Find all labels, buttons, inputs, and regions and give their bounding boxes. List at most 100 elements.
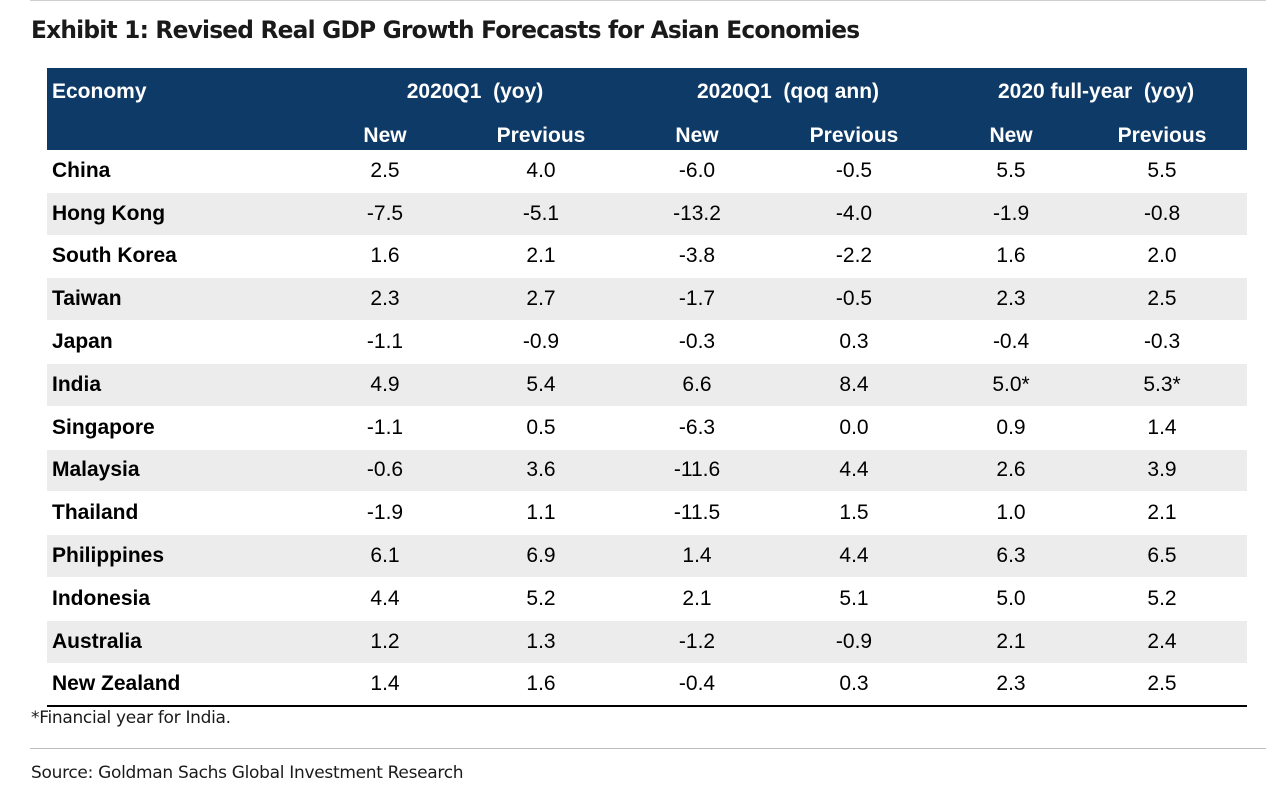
forecast-value: 2.1 (1077, 491, 1248, 536)
economy-name: New Zealand (47, 663, 319, 708)
economy-name: Philippines (47, 534, 319, 578)
forecast-value: -0.3 (1077, 320, 1248, 364)
table-body: China 2.5 4.0 -6.0 -0.5 5.5 5.5 Hong Kong -7.5 -5… (47, 150, 1248, 708)
forecast-value: 4.4 (763, 534, 946, 578)
forecast-value: 1.5 (763, 491, 946, 536)
subheader-previous: Previous (763, 116, 946, 150)
forecast-value: 5.0* (945, 363, 1078, 407)
economy-name: China (47, 150, 319, 193)
economy-name: Japan (47, 320, 319, 364)
economy-name: Singapore (47, 406, 319, 450)
header-row-subcolumns: New Previous New Previous New Previous (47, 116, 1248, 150)
forecast-value: -0.5 (763, 277, 946, 322)
forecast-value: 3.6 (451, 449, 632, 493)
forecast-value: 1.0 (945, 491, 1078, 536)
forecast-value: 0.0 (763, 406, 946, 450)
table-row: Philippines 6.1 6.9 1.4 4.4 6.3 6.5 (47, 534, 1248, 578)
forecast-table-container: Economy 2020Q1 (yoy) 2020Q1 (qoq ann) 20… (47, 68, 1248, 708)
forecast-value: -3.8 (631, 235, 764, 279)
forecast-value: 2.3 (945, 277, 1078, 322)
forecast-value: 2.7 (451, 277, 632, 322)
forecast-value: -0.4 (945, 320, 1078, 364)
exhibit-title: Exhibit 1: Revised Real GDP Growth Forec… (31, 16, 860, 44)
forecast-value: -11.5 (631, 491, 764, 536)
forecast-value: 2.0 (1077, 235, 1248, 279)
forecast-value: 4.0 (451, 150, 632, 193)
forecast-value: -0.9 (763, 620, 946, 664)
forecast-value: -7.5 (319, 192, 451, 236)
forecast-value: 1.2 (319, 620, 451, 664)
subheader-new: New (631, 116, 764, 150)
forecast-value: 5.1 (763, 577, 946, 621)
table-row: China 2.5 4.0 -6.0 -0.5 5.5 5.5 (47, 150, 1248, 193)
table-row: Taiwan 2.3 2.7 -1.7 -0.5 2.3 2.5 (47, 277, 1248, 322)
group-header-qoq-ann: 2020Q1 (qoq ann) (631, 68, 946, 116)
forecast-value: 5.3* (1077, 363, 1248, 407)
forecast-value: 2.5 (1077, 663, 1248, 708)
forecast-value: 2.3 (945, 663, 1078, 708)
forecast-value: -13.2 (631, 192, 764, 236)
forecast-value: 6.5 (1077, 534, 1248, 578)
forecast-value: 4.4 (319, 577, 451, 621)
forecast-value: 5.0 (945, 577, 1078, 621)
forecast-value: -1.7 (631, 277, 764, 322)
forecast-value: 5.5 (1077, 150, 1248, 193)
forecast-value: -0.8 (1077, 192, 1248, 236)
forecast-value: 0.3 (763, 663, 946, 708)
table-row: Hong Kong -7.5 -5.1 -13.2 -4.0 -1.9 -0.8 (47, 192, 1248, 236)
forecast-value: 1.4 (631, 534, 764, 578)
forecast-value: 2.1 (631, 577, 764, 621)
forecast-value: 6.1 (319, 534, 451, 578)
table-row: South Korea 1.6 2.1 -3.8 -2.2 1.6 2.0 (47, 235, 1248, 279)
forecast-value: -1.1 (319, 320, 451, 364)
forecast-value: -1.1 (319, 406, 451, 450)
forecast-value: 1.4 (319, 663, 451, 708)
forecast-value: 1.6 (945, 235, 1078, 279)
forecast-value: -0.5 (763, 150, 946, 193)
forecast-value: -6.3 (631, 406, 764, 450)
table-row: Japan -1.1 -0.9 -0.3 0.3 -0.4 -0.3 (47, 320, 1248, 364)
table-row: Australia 1.2 1.3 -1.2 -0.9 2.1 2.4 (47, 620, 1248, 664)
forecast-value: 6.3 (945, 534, 1078, 578)
forecast-value: -2.2 (763, 235, 946, 279)
forecast-value: 2.1 (945, 620, 1078, 664)
forecast-value: -0.9 (451, 320, 632, 364)
forecast-value: -5.1 (451, 192, 632, 236)
subheader-previous: Previous (451, 116, 632, 150)
economy-name: India (47, 363, 319, 407)
forecast-value: -1.9 (319, 491, 451, 536)
forecast-value: 6.6 (631, 363, 764, 407)
forecast-value: 8.4 (763, 363, 946, 407)
forecast-value: 1.6 (451, 663, 632, 708)
subheader-new: New (945, 116, 1078, 150)
forecast-value: -6.0 (631, 150, 764, 193)
economy-name: Thailand (47, 491, 319, 536)
forecast-value: 5.2 (451, 577, 632, 621)
forecast-value: 1.1 (451, 491, 632, 536)
table-row: Singapore -1.1 0.5 -6.3 0.0 0.9 1.4 (47, 406, 1248, 450)
source-note: Source: Goldman Sachs Global Investment … (31, 763, 464, 783)
footnote: *Financial year for India. (31, 708, 231, 728)
forecast-value: 2.4 (1077, 620, 1248, 664)
group-header-full-year: 2020 full-year (yoy) (945, 68, 1248, 116)
forecast-value: 3.9 (1077, 449, 1248, 493)
forecast-value: 0.9 (945, 406, 1078, 450)
forecast-value: 4.9 (319, 363, 451, 407)
forecast-table: Economy 2020Q1 (yoy) 2020Q1 (qoq ann) 20… (47, 68, 1248, 708)
table-row: India 4.9 5.4 6.6 8.4 5.0* 5.3* (47, 363, 1248, 407)
forecast-value: -4.0 (763, 192, 946, 236)
group-header-yoy: 2020Q1 (yoy) (319, 68, 632, 116)
forecast-value: 4.4 (763, 449, 946, 493)
forecast-value: -0.4 (631, 663, 764, 708)
forecast-value: 2.1 (451, 235, 632, 279)
table-row: Malaysia -0.6 3.6 -11.6 4.4 2.6 3.9 (47, 449, 1248, 493)
economy-name: Taiwan (47, 277, 319, 322)
subheader-new: New (319, 116, 451, 150)
forecast-value: 2.3 (319, 277, 451, 322)
forecast-value: 0.3 (763, 320, 946, 364)
forecast-value: -0.3 (631, 320, 764, 364)
forecast-value: 0.5 (451, 406, 632, 450)
table-row: Thailand -1.9 1.1 -11.5 1.5 1.0 2.1 (47, 491, 1248, 536)
table-row: Indonesia 4.4 5.2 2.1 5.1 5.0 5.2 (47, 577, 1248, 621)
economy-name: Malaysia (47, 449, 319, 493)
